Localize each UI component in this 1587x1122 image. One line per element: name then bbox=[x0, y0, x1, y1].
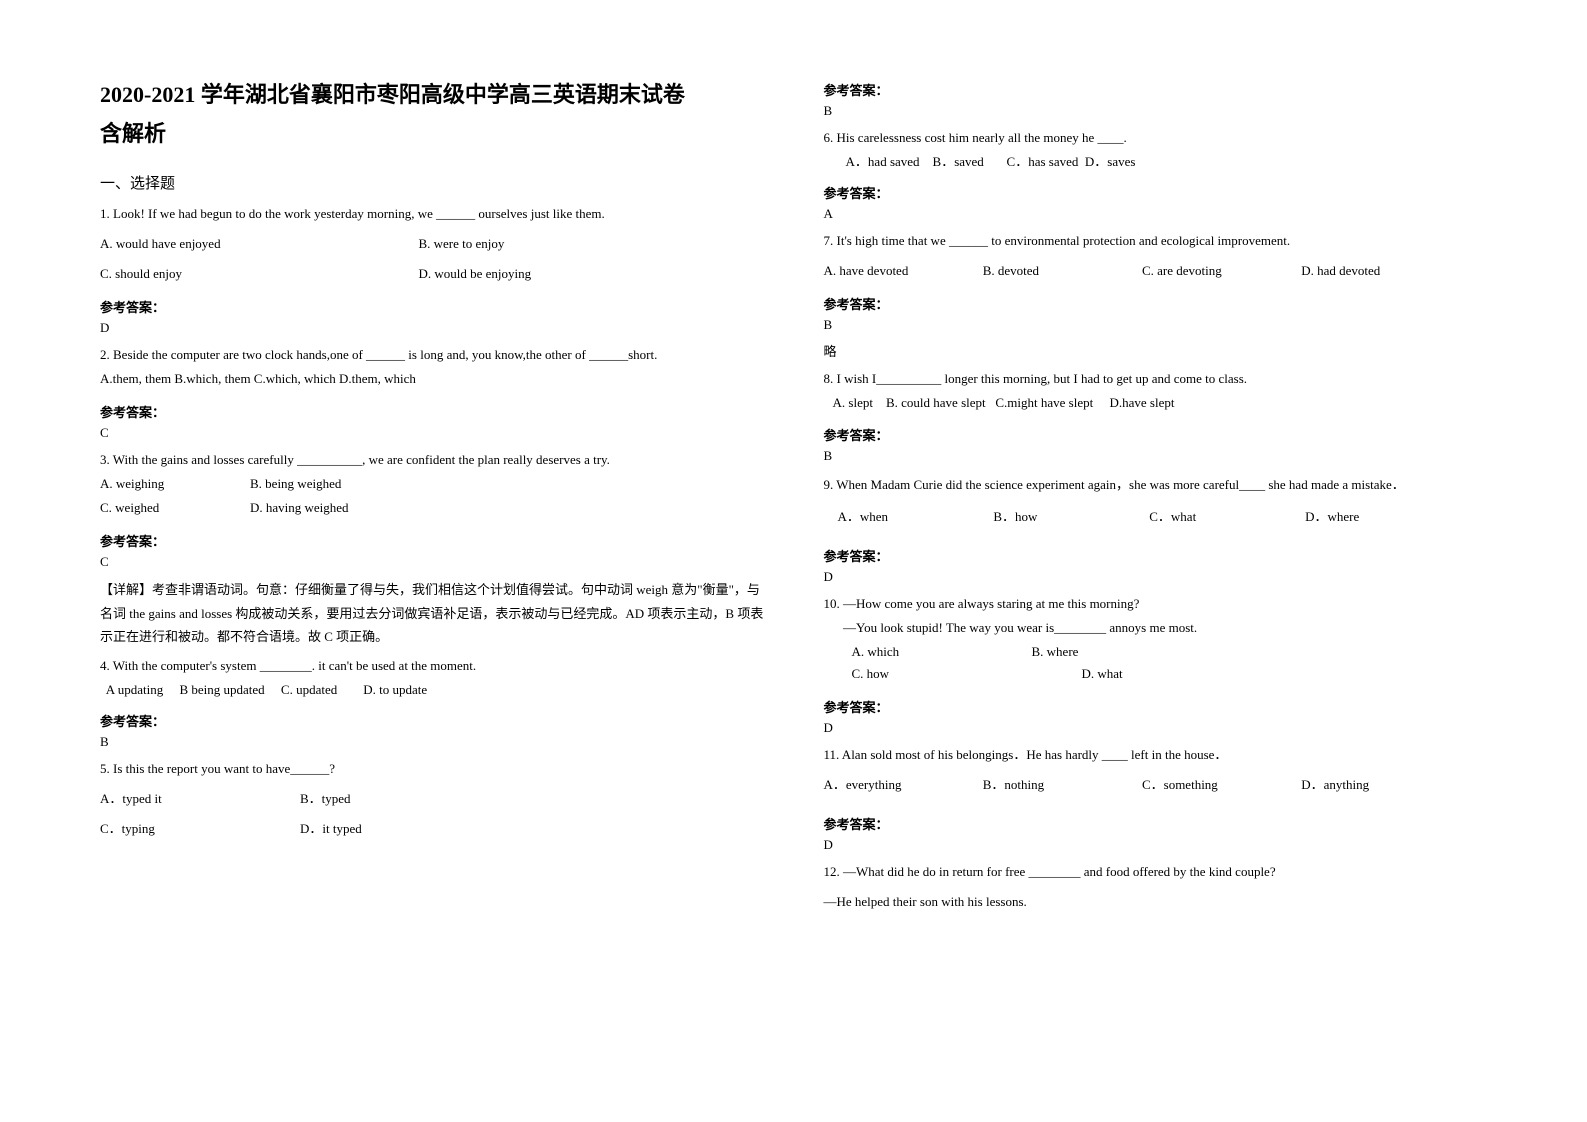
q3-option-c: C. weighed bbox=[100, 497, 220, 519]
answer-label: 参考答案： bbox=[100, 402, 764, 421]
q10-stem1: 10. —How come you are always staring at … bbox=[824, 593, 1488, 615]
question-2: 2. Beside the computer are two clock han… bbox=[100, 344, 764, 392]
answer-label: 参考答案： bbox=[824, 546, 1488, 565]
section-header-1: 一、选择题 bbox=[100, 172, 764, 193]
q4-stem: 4. With the computer's system ________. … bbox=[100, 655, 764, 677]
answer-label: 参考答案： bbox=[100, 531, 764, 550]
q2-stem: 2. Beside the computer are two clock han… bbox=[100, 344, 764, 366]
q1-option-c: C. should enjoy bbox=[100, 263, 418, 285]
q7-option-a: A. have devoted bbox=[824, 260, 983, 282]
q1-option-b: B. were to enjoy bbox=[418, 233, 736, 255]
q7-option-b: B. devoted bbox=[983, 260, 1142, 282]
answer-label: 参考答案： bbox=[824, 425, 1488, 444]
q1-option-d: D. would be enjoying bbox=[418, 263, 736, 285]
q1-stem: 1. Look! If we had begun to do the work … bbox=[100, 203, 764, 225]
right-column: 参考答案： B 6. His carelessness cost him nea… bbox=[824, 80, 1488, 1082]
q2-options: A.them, them B.which, them C.which, whic… bbox=[100, 368, 416, 390]
question-11: 11. Alan sold most of his belongings．He … bbox=[824, 744, 1488, 798]
q9-option-b: B．how bbox=[993, 506, 1149, 528]
question-8: 8. I wish I__________ longer this mornin… bbox=[824, 368, 1488, 414]
q7-note: 略 bbox=[824, 341, 1488, 360]
question-12: 12. —What did he do in return for free _… bbox=[824, 861, 1488, 915]
q3-analysis: 【详解】考查非谓语动词。句意：仔细衡量了得与失，我们相信这个计划值得尝试。句中动… bbox=[100, 578, 764, 648]
q1-answer: D bbox=[100, 320, 764, 336]
q7-option-d: D. had devoted bbox=[1301, 260, 1460, 282]
q12-stem2: —He helped their son with his lessons. bbox=[824, 891, 1488, 913]
q4-answer: B bbox=[100, 734, 764, 750]
q9-answer: D bbox=[824, 569, 1488, 585]
question-10: 10. —How come you are always staring at … bbox=[824, 593, 1488, 687]
q8-stem: 8. I wish I__________ longer this mornin… bbox=[824, 368, 1488, 390]
q7-answer: B bbox=[824, 317, 1488, 333]
q10-option-c: C. how bbox=[852, 663, 1052, 685]
q9-option-d: D．where bbox=[1305, 506, 1461, 528]
q10-stem2: —You look stupid! The way you wear is___… bbox=[824, 617, 1488, 639]
q1-option-a: A. would have enjoyed bbox=[100, 233, 418, 255]
q5-stem: 5. Is this the report you want to have__… bbox=[100, 758, 764, 780]
exam-title-1: 2020-2021 学年湖北省襄阳市枣阳高级中学高三英语期末试卷 bbox=[100, 80, 764, 111]
question-9: 9. When Madam Curie did the science expe… bbox=[824, 472, 1488, 530]
question-6: 6. His carelessness cost him nearly all … bbox=[824, 127, 1488, 173]
q3-option-d: D. having weighed bbox=[250, 497, 349, 519]
q11-option-b: B．nothing bbox=[983, 774, 1142, 796]
question-3: 3. With the gains and losses carefully _… bbox=[100, 449, 764, 521]
question-7: 7. It's high time that we ______ to envi… bbox=[824, 230, 1488, 284]
q12-stem1: 12. —What did he do in return for free _… bbox=[824, 861, 1488, 883]
q6-options: A．had saved B．saved C．has saved D．saves bbox=[824, 151, 1488, 173]
q10-option-d: D. what bbox=[1082, 663, 1123, 685]
q5-option-c: C．typing bbox=[100, 818, 270, 840]
question-5: 5. Is this the report you want to have__… bbox=[100, 758, 764, 842]
q3-option-a: A. weighing bbox=[100, 473, 220, 495]
q6-answer: A bbox=[824, 206, 1488, 222]
answer-label: 参考答案： bbox=[824, 294, 1488, 313]
answer-label: 参考答案： bbox=[100, 711, 764, 730]
q3-answer: C bbox=[100, 554, 764, 570]
q10-option-b: B. where bbox=[1032, 641, 1232, 663]
q11-answer: D bbox=[824, 837, 1488, 853]
exam-title-2: 含解析 bbox=[100, 119, 764, 150]
answer-label: 参考答案： bbox=[824, 183, 1488, 202]
q5-option-a: A．typed it bbox=[100, 788, 270, 810]
q7-stem: 7. It's high time that we ______ to envi… bbox=[824, 230, 1488, 252]
question-1: 1. Look! If we had begun to do the work … bbox=[100, 203, 764, 287]
q5-option-d: D．it typed bbox=[300, 818, 362, 840]
q2-answer: C bbox=[100, 425, 764, 441]
q8-answer: B bbox=[824, 448, 1488, 464]
q11-option-a: A．everything bbox=[824, 774, 983, 796]
answer-label: 参考答案： bbox=[824, 814, 1488, 833]
q5-answer: B bbox=[824, 103, 1488, 119]
q10-answer: D bbox=[824, 720, 1488, 736]
q7-option-c: C. are devoting bbox=[1142, 260, 1301, 282]
left-column: 2020-2021 学年湖北省襄阳市枣阳高级中学高三英语期末试卷 含解析 一、选… bbox=[100, 80, 764, 1082]
question-4: 4. With the computer's system ________. … bbox=[100, 655, 764, 701]
q10-option-a: A. which bbox=[852, 641, 1002, 663]
q5-option-b: B．typed bbox=[300, 788, 351, 810]
q9-option-a: A．when bbox=[838, 506, 994, 528]
answer-label: 参考答案： bbox=[824, 80, 1488, 99]
q9-option-c: C．what bbox=[1149, 506, 1305, 528]
q11-option-d: D．anything bbox=[1301, 774, 1460, 796]
q8-options: A. slept B. could have slept C.might hav… bbox=[824, 392, 1488, 414]
q11-stem: 11. Alan sold most of his belongings．He … bbox=[824, 744, 1488, 766]
q4-options: A updating B being updated C. updated D.… bbox=[100, 679, 764, 701]
q11-option-c: C．something bbox=[1142, 774, 1301, 796]
q9-stem: 9. When Madam Curie did the science expe… bbox=[824, 472, 1488, 498]
q6-stem: 6. His carelessness cost him nearly all … bbox=[824, 127, 1488, 149]
answer-label: 参考答案： bbox=[824, 697, 1488, 716]
q3-stem: 3. With the gains and losses carefully _… bbox=[100, 449, 764, 471]
answer-label: 参考答案： bbox=[100, 297, 764, 316]
q3-option-b: B. being weighed bbox=[250, 473, 341, 495]
